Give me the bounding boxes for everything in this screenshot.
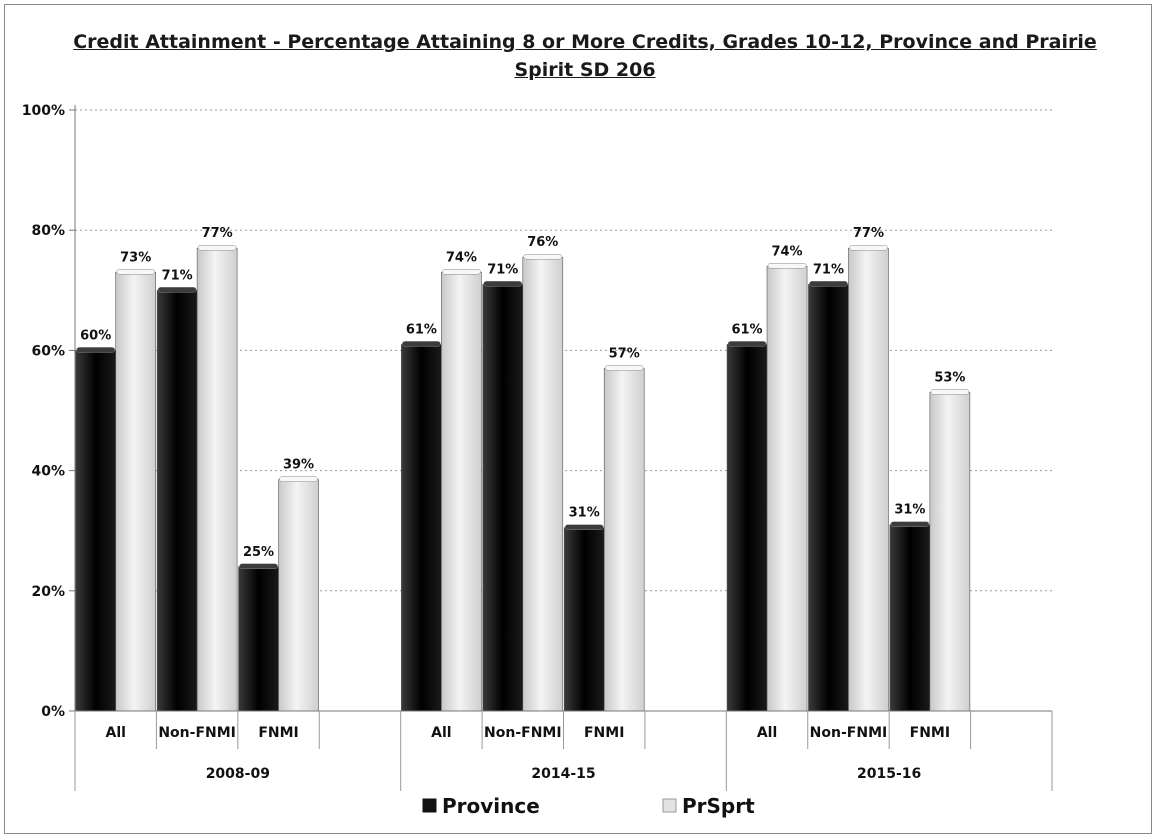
data-label: 25%	[243, 545, 274, 560]
bar-province	[401, 344, 442, 712]
bar-province	[726, 344, 768, 712]
bar-prsprt	[522, 256, 564, 712]
bar-prsprt	[603, 368, 645, 712]
data-label: 31%	[894, 503, 925, 518]
bar-province-cap	[564, 524, 604, 530]
bar-province-cap	[727, 341, 767, 347]
data-label: 39%	[283, 458, 314, 473]
bar-province-cap	[890, 521, 930, 527]
data-label: 73%	[120, 250, 151, 265]
category-label: Non-FNMI	[810, 725, 888, 741]
bar-prsprt-cap	[604, 365, 644, 371]
data-label: 74%	[771, 244, 802, 259]
data-label: 53%	[934, 370, 965, 385]
axis-layer	[69, 105, 1053, 791]
category-label: FNMI	[584, 725, 624, 741]
bar-prsprt-cap	[767, 263, 807, 269]
bar-province-cap	[483, 281, 523, 287]
bar-province	[889, 524, 931, 712]
category-label: All	[105, 725, 125, 741]
group-label: 2014-15	[531, 766, 595, 782]
bar-province	[482, 283, 524, 712]
bar-prsprt-cap	[930, 389, 970, 395]
bar-province-cap	[402, 341, 441, 347]
group-label: 2015-16	[857, 766, 921, 782]
bar-province-cap	[239, 563, 278, 570]
bar-province	[156, 289, 198, 712]
data-label: 61%	[731, 322, 762, 337]
legend: Province PrSprt	[422, 794, 755, 818]
bar-province-cap	[809, 281, 848, 287]
y-tick-label: 0%	[41, 704, 65, 720]
category-label: FNMI	[258, 725, 298, 741]
y-tick-label: 100%	[22, 103, 65, 119]
chart-title: Credit Attainment - Percentage Attaining…	[73, 31, 1097, 81]
data-label: 61%	[406, 322, 437, 337]
category-label: Non-FNMI	[158, 725, 236, 741]
bar-prsprt-cap	[523, 253, 563, 260]
y-tick-label: 80%	[31, 223, 65, 239]
bar-prsprt-cap	[279, 476, 318, 482]
data-label: 60%	[80, 328, 111, 343]
bar-province	[75, 350, 117, 712]
labels-layer: 0% 20% 40% 60% 80% 100% 60% 73% All 71% 77% Non-FNM…	[22, 103, 966, 782]
bar-prsprt-cap	[197, 244, 237, 251]
y-tick-label: 40%	[31, 464, 65, 480]
data-label: 71%	[162, 268, 193, 283]
legend-label: PrSprt	[682, 794, 755, 818]
legend-swatch	[422, 798, 437, 813]
data-label: 71%	[487, 262, 518, 277]
data-label: 76%	[527, 235, 558, 250]
data-label: 57%	[609, 346, 640, 361]
bar-province-cap	[76, 347, 115, 353]
y-tick-label: 60%	[31, 343, 65, 359]
y-tick-label: 20%	[31, 584, 65, 600]
bar-prsprt	[278, 479, 319, 712]
bar-province	[563, 527, 605, 712]
data-label: 31%	[569, 506, 600, 521]
category-label: All	[431, 725, 451, 741]
bar-province	[238, 566, 279, 712]
legend-swatch	[662, 798, 677, 813]
bar-prsprt-cap	[442, 269, 481, 275]
bar-prsprt-cap	[116, 269, 155, 275]
bar-province-cap	[157, 287, 197, 293]
category-label: All	[757, 725, 777, 741]
bar-prsprt-cap	[849, 244, 888, 251]
data-label: 77%	[853, 226, 884, 241]
bar-prsprt	[766, 265, 808, 712]
data-label: 74%	[446, 250, 477, 265]
group-label: 2008-09	[206, 766, 270, 782]
bars-layer	[75, 244, 971, 712]
bar-prsprt	[441, 271, 482, 712]
bar-province	[808, 283, 849, 712]
legend-label: Province	[442, 794, 540, 818]
bar-prsprt	[848, 247, 889, 712]
bar-prsprt	[196, 247, 238, 712]
bar-prsprt	[115, 271, 157, 712]
data-label: 71%	[813, 262, 844, 277]
data-label: 77%	[202, 226, 233, 241]
bar-prsprt	[929, 392, 971, 712]
category-label: Non-FNMI	[484, 725, 562, 741]
category-label: FNMI	[910, 725, 950, 741]
